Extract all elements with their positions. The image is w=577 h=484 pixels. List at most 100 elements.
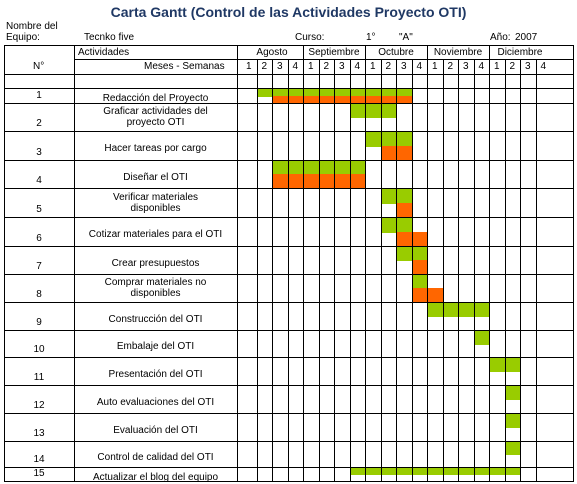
grid-vline (396, 59, 397, 482)
grid-hline (4, 74, 574, 75)
year-value: 2007 (515, 32, 538, 43)
task-activity: disponibles (130, 288, 181, 299)
team-label-line1: Nombre del (6, 21, 58, 32)
week-header: 3 (462, 61, 469, 72)
period-header: Meses - Semanas (144, 61, 225, 72)
task-activity: Presentación del OTI (108, 369, 203, 380)
grid-vline (272, 59, 273, 482)
grid-hline (4, 302, 574, 303)
actual-bar (411, 260, 427, 274)
actual-bar (272, 96, 412, 103)
task-activity: Actualizar el blog del equipo (92, 472, 219, 483)
task-activity: disponibles (130, 203, 181, 214)
grid-hline (4, 481, 574, 482)
task-number: 8 (36, 289, 42, 300)
month-header: Octubre (378, 47, 414, 58)
grid-vline (288, 59, 289, 482)
task-number: 5 (36, 204, 42, 215)
week-header: 4 (540, 61, 547, 72)
week-header: 3 (524, 61, 531, 72)
week-header: 3 (338, 61, 345, 72)
grid-hline (237, 59, 574, 60)
task-number: 13 (33, 428, 45, 439)
page-title: Carta Gantt (Control de las Actividades … (110, 4, 467, 20)
grid-hline (4, 131, 574, 132)
activities-header: Actividades (78, 47, 130, 58)
task-number: 10 (33, 344, 45, 355)
week-header: 1 (369, 61, 376, 72)
grid-hline (4, 357, 574, 358)
grid-hline (4, 385, 574, 386)
task-number: 3 (36, 147, 42, 158)
week-header: 4 (478, 61, 485, 72)
grid-hline (4, 103, 574, 104)
year-label: Año: (490, 32, 511, 43)
course-value: 1° (366, 32, 376, 43)
week-header: 2 (509, 61, 516, 72)
week-header: 4 (292, 61, 299, 72)
task-number: 7 (36, 261, 42, 272)
grid-vline (573, 45, 574, 482)
grid-vline (381, 59, 382, 482)
task-number: 6 (36, 233, 42, 244)
planned-bar (365, 132, 412, 147)
actual-bar (272, 174, 365, 188)
grid-hline (4, 45, 574, 46)
task-activity: Redacción del Proyecto (102, 93, 209, 104)
grid-vline (257, 59, 258, 482)
team-name: Tecnko five (84, 32, 135, 43)
grid-vline (237, 45, 238, 482)
task-activity: Verificar materiales (112, 192, 199, 203)
task-activity: Evaluación del OTI (113, 425, 198, 436)
planned-bar (504, 442, 520, 455)
task-activity: Crear presupuestos (111, 258, 200, 269)
task-number: 4 (36, 175, 42, 186)
grid-vline (365, 45, 366, 482)
task-activity: Construcción del OTI (108, 314, 203, 325)
week-header: 1 (245, 61, 252, 72)
week-header: 4 (416, 61, 423, 72)
task-activity: Comprar materiales no (104, 277, 207, 288)
grid-hline (4, 467, 574, 468)
planned-bar (411, 275, 427, 289)
task-number: 12 (33, 400, 45, 411)
grid-vline (520, 59, 521, 482)
grid-vline (350, 59, 351, 482)
grid-vline (319, 59, 320, 482)
section-value: "A" (399, 32, 413, 43)
planned-bar (504, 386, 520, 400)
week-header: 2 (323, 61, 330, 72)
grid-vline (427, 45, 428, 482)
grid-vline (536, 59, 537, 482)
grid-hline (4, 246, 574, 247)
grid-vline (334, 59, 335, 482)
team-label-line2: Equipo: (6, 32, 40, 43)
task-number: 9 (36, 317, 42, 328)
number-header: N° (33, 61, 45, 72)
week-header: 4 (354, 61, 361, 72)
planned-bar (396, 247, 427, 261)
actual-bar (396, 232, 427, 246)
month-header: Agosto (256, 47, 288, 58)
grid-hline (4, 160, 574, 161)
grid-vline (74, 45, 75, 482)
planned-bar (349, 468, 520, 475)
week-header: 3 (400, 61, 407, 72)
week-header: 2 (261, 61, 268, 72)
planned-bar (272, 161, 365, 175)
month-header: Septiembre (308, 47, 360, 58)
grid-hline (4, 413, 574, 414)
task-number: 11 (33, 372, 45, 383)
task-activity: Graficar actividades del (103, 106, 208, 117)
grid-vline (443, 59, 444, 482)
grid-vline (489, 45, 490, 482)
month-header: Diciembre (497, 47, 543, 58)
task-activity: Auto evaluaciones del OTI (96, 397, 215, 408)
grid-hline (4, 88, 574, 89)
grid-vline (412, 59, 413, 482)
task-activity: Diseñar el OTI (123, 172, 188, 183)
week-header: 1 (431, 61, 438, 72)
task-number: 2 (36, 118, 42, 129)
week-header: 1 (493, 61, 500, 72)
planned-bar (473, 331, 489, 345)
